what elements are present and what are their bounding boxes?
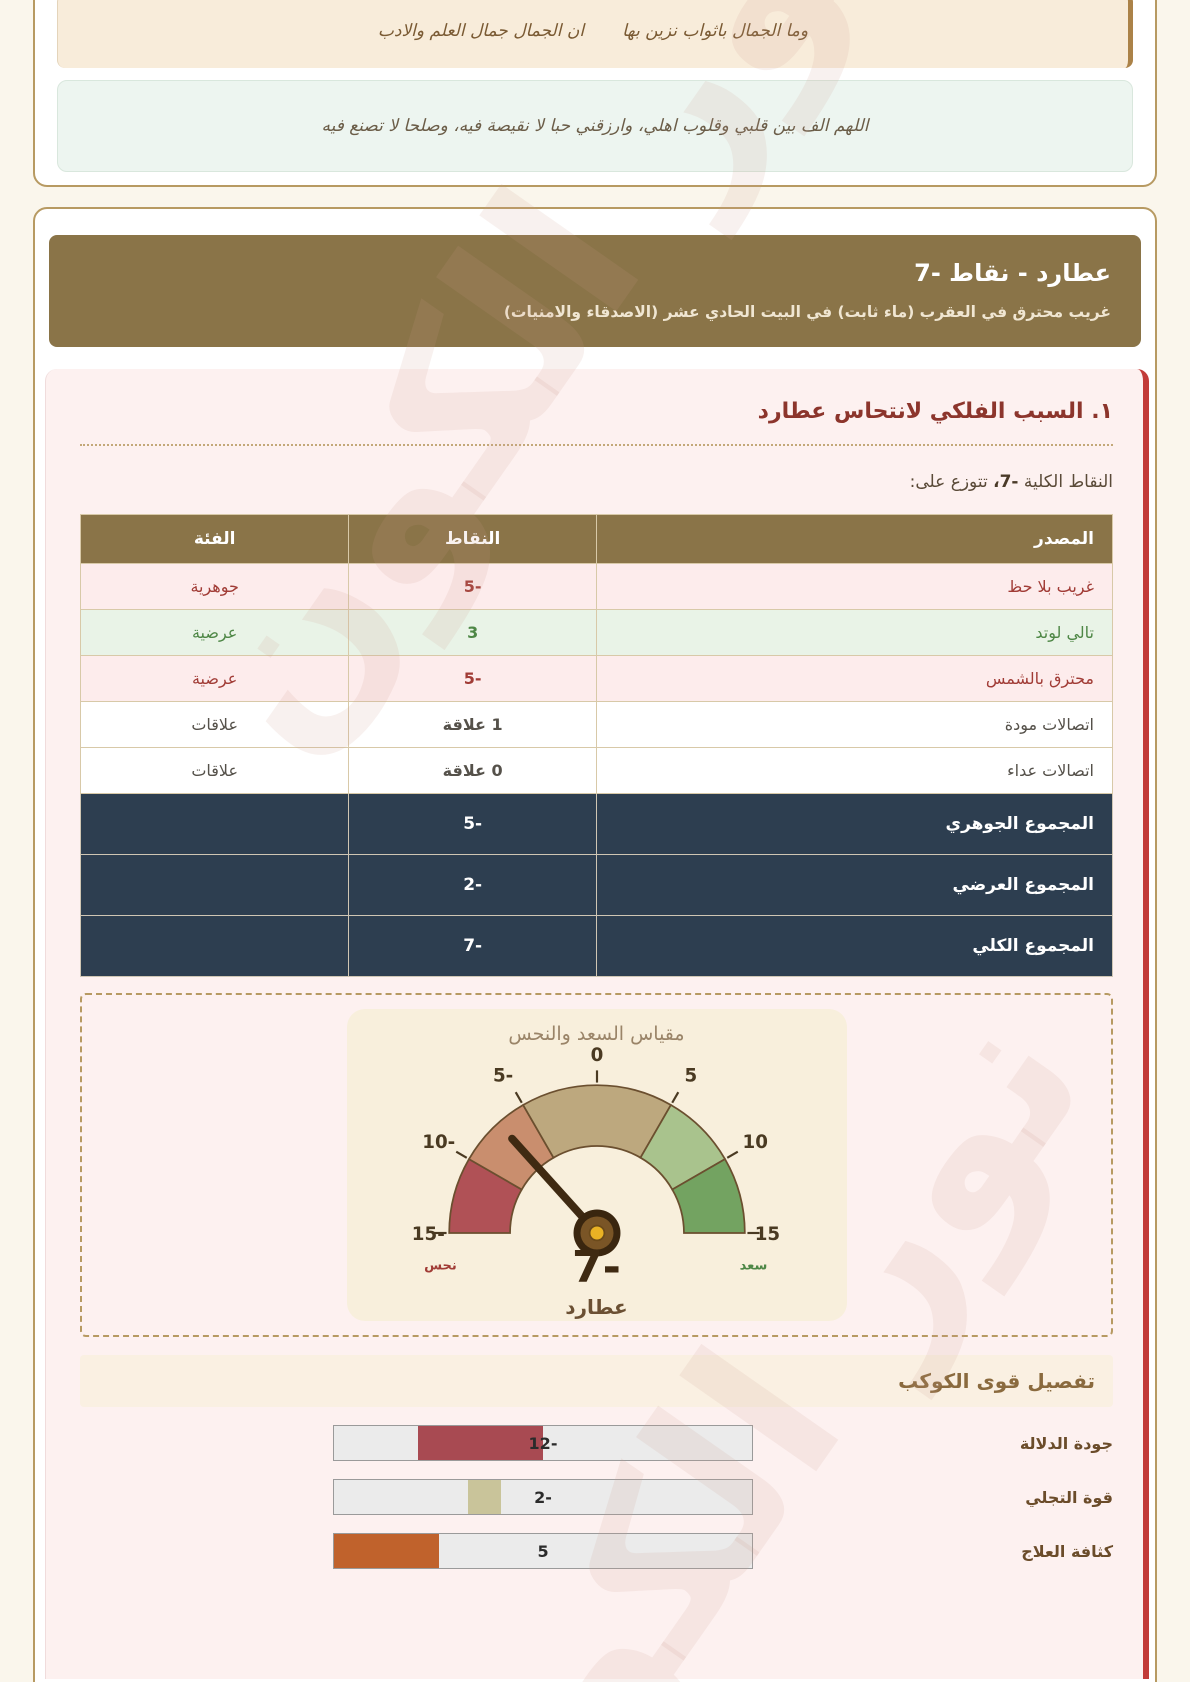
points-cell: 0 علاقة [348,747,597,794]
force-row-manifestation: قوة التجلي -2 [80,1479,1113,1515]
force-bar-fill [467,1480,502,1514]
col-header-category: الفئة [79,514,350,564]
force-row-remedy: كثافة العلاج 5 [80,1533,1113,1569]
gauge-right-label: سعد [739,1259,767,1274]
table-row: محترق بالشمس -5 عرضية [79,655,1113,702]
summary-row-total: المجموع الكلي -7 [79,915,1113,977]
source-cell: اتصالات عداء [596,747,1113,794]
gauge-title: مقياس السعد والنحس [508,1023,685,1045]
summary-points: -2 [348,854,597,916]
planet-report-card: عطارد - نقاط -7 غريب محترق في العقرب (ما… [33,207,1157,1682]
summary-empty-cell [79,793,350,855]
planet-header: عطارد - نقاط -7 غريب محترق في العقرب (ما… [49,235,1141,347]
intro-suffix: تتوزع على: [909,472,988,492]
gauge-planet-label: عطارد [565,1294,628,1319]
poem-quote: وما الجمال باثواب نزين بها ان الجمال جما… [57,0,1133,68]
category-cell: علاقات [79,701,350,748]
summary-label: المجموع العرضي [596,854,1113,916]
tick-label-5: 5 [684,1066,697,1087]
forces-title: تفصيل قوى الكوكب [898,1369,1095,1393]
gauge-hub-center [588,1224,605,1242]
poem-hemistich-a: وما الجمال باثواب نزين بها [622,21,809,41]
table-row: تالي لوتد 3 عرضية [79,609,1113,656]
gauge-left-label: نحس [424,1259,457,1274]
gauge-dashed-box: مقياس السعد والنحس [80,993,1113,1337]
force-bar-track: -2 [333,1479,753,1515]
gauge-value: -7 [572,1241,621,1293]
force-bar-value: -12 [528,1433,558,1453]
source-cell: اتصالات مودة [596,701,1113,748]
gauge-ticks [433,1070,760,1235]
tick-label-minus15: 15- [411,1224,444,1245]
tick-label-zero: 0 [590,1045,603,1066]
gauge-card: مقياس السعد والنحس [346,1009,847,1321]
tick-label-minus5: 5- [492,1066,512,1087]
col-header-points: النقاط [348,514,597,564]
summary-empty-cell [79,854,350,916]
source-cell: غريب بلا حظ [596,563,1113,610]
force-bar-track: -12 [333,1425,753,1461]
points-cell: 3 [348,609,597,656]
summary-points: -7 [348,915,597,977]
force-label: كثافة العلاج [1021,1541,1113,1561]
points-cell: -5 [348,563,597,610]
force-label: جودة الدلالة [1019,1433,1113,1453]
source-cell: محترق بالشمس [596,655,1113,702]
forces-section-header: تفصيل قوى الكوكب [80,1355,1113,1407]
gauge-segment-very-good [670,1157,746,1234]
col-header-source: المصدر [596,514,1113,564]
points-cell: 1 علاقة [348,701,597,748]
quotes-card: وما الجمال باثواب نزين بها ان الجمال جما… [33,0,1157,187]
force-bar-value: 5 [537,1541,549,1561]
summary-label: المجموع الجوهري [596,793,1113,855]
force-bar-fill [334,1534,439,1568]
summary-empty-cell [79,915,350,977]
force-row-significance: جودة الدلالة -12 [80,1425,1113,1461]
dua-text: اللهم الف بين قلبي وقلوب اهلي، وارزقني ح… [321,116,869,136]
table-header-row: المصدر النقاط الفئة [79,514,1113,564]
category-cell: عرضية [79,655,350,702]
summary-points: -5 [348,793,597,855]
force-bar-track: 5 [333,1533,753,1569]
category-cell: علاقات [79,747,350,794]
force-label: قوة التجلي [1025,1487,1113,1507]
tick-label-minus10: 10- [422,1132,455,1153]
intro-prefix: النقاط الكلية [1023,472,1113,492]
intro-text: النقاط الكلية -7، تتوزع على: [80,472,1113,492]
planet-subtitle: غريب محترق في العقرب (ماء ثابت) في البيت… [503,303,1111,321]
summary-label: المجموع الكلي [596,915,1113,977]
points-table: المصدر النقاط الفئة غريب بلا حظ -5 جوهري… [79,514,1113,977]
gauge-tick-labels: 15- 10- 5- 0 5 10 15 [411,1045,779,1245]
astro-reason-card: ١. السبب الفلكي لانتحاس عطارد النقاط الك… [45,369,1149,1679]
table-row: غريب بلا حظ -5 جوهرية [79,563,1113,610]
category-cell: عرضية [79,609,350,656]
table-row: اتصالات عداء 0 علاقة علاقات [79,747,1113,794]
intro-total-points: -7، [993,472,1019,492]
force-bar-value: -2 [534,1487,552,1507]
summary-row-accidental: المجموع العرضي -2 [79,854,1113,916]
summary-row-essential: المجموع الجوهري -5 [79,793,1113,855]
category-cell: جوهرية [79,563,350,610]
fortune-gauge-chart: 15- 10- 5- 0 5 10 15 نحس سعد [411,1045,779,1274]
dotted-divider [80,444,1113,446]
tick-label-10: 10 [742,1132,767,1153]
table-row: اتصالات مودة 1 علاقة علاقات [79,701,1113,748]
tick-label-15: 15 [754,1224,779,1245]
source-cell: تالي لوتد [596,609,1113,656]
force-bar-fill [417,1426,543,1460]
planet-title: عطارد - نقاط -7 [914,259,1111,287]
points-cell: -5 [348,655,597,702]
dua-quote: اللهم الف بين قلبي وقلوب اهلي، وارزقني ح… [57,80,1133,172]
poem-hemistich-b: ان الجمال جمال العلم والادب [377,21,585,41]
section-title: ١. السبب الفلكي لانتحاس عطارد [757,399,1113,424]
